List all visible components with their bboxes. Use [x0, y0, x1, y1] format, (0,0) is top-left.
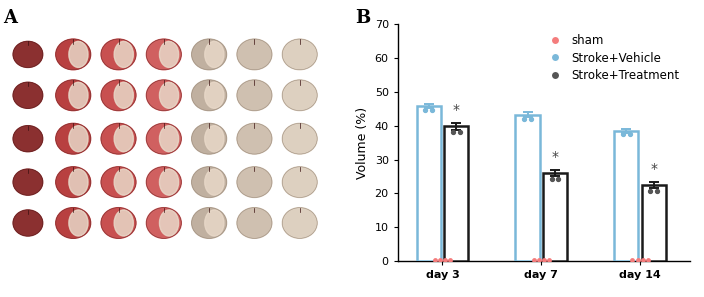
Ellipse shape	[56, 167, 91, 198]
Ellipse shape	[13, 41, 43, 67]
Ellipse shape	[146, 208, 181, 238]
Ellipse shape	[160, 210, 179, 236]
Ellipse shape	[146, 80, 181, 110]
Ellipse shape	[69, 82, 88, 108]
Ellipse shape	[13, 126, 43, 152]
Ellipse shape	[114, 82, 133, 108]
Ellipse shape	[191, 80, 227, 110]
Bar	[615, 131, 639, 261]
Ellipse shape	[237, 123, 272, 154]
Ellipse shape	[205, 82, 224, 108]
Ellipse shape	[13, 169, 43, 195]
Ellipse shape	[101, 208, 136, 238]
Text: 14d: 14d	[157, 241, 171, 247]
Ellipse shape	[205, 169, 224, 195]
Ellipse shape	[114, 169, 133, 195]
Ellipse shape	[282, 39, 318, 70]
Text: 7d: 7d	[250, 241, 259, 247]
Text: A: A	[4, 9, 18, 27]
Ellipse shape	[191, 167, 227, 198]
Ellipse shape	[101, 39, 136, 70]
Ellipse shape	[191, 123, 227, 154]
Text: 14d: 14d	[293, 241, 307, 247]
Ellipse shape	[282, 80, 318, 110]
Ellipse shape	[69, 210, 88, 236]
Bar	[543, 173, 567, 261]
Ellipse shape	[114, 210, 133, 236]
Ellipse shape	[114, 126, 133, 152]
Ellipse shape	[191, 39, 227, 70]
Ellipse shape	[101, 167, 136, 198]
Ellipse shape	[69, 169, 88, 195]
Ellipse shape	[237, 167, 272, 198]
Ellipse shape	[56, 123, 91, 154]
Text: *: *	[551, 150, 558, 164]
Ellipse shape	[160, 82, 179, 108]
Legend: sham, Stroke+Vehicle, Stroke+Treatment: sham, Stroke+Vehicle, Stroke+Treatment	[538, 30, 684, 86]
Ellipse shape	[282, 123, 318, 154]
Ellipse shape	[160, 41, 179, 67]
Ellipse shape	[237, 80, 272, 110]
Text: 7d: 7d	[114, 241, 123, 247]
Ellipse shape	[13, 82, 43, 108]
Ellipse shape	[237, 39, 272, 70]
Ellipse shape	[146, 167, 181, 198]
Ellipse shape	[101, 123, 136, 154]
Ellipse shape	[191, 208, 227, 238]
Ellipse shape	[13, 210, 43, 236]
Y-axis label: Volume (%): Volume (%)	[356, 107, 369, 178]
Bar	[642, 185, 666, 261]
Ellipse shape	[205, 210, 224, 236]
Text: *: *	[650, 162, 658, 176]
Bar	[515, 115, 539, 261]
Ellipse shape	[69, 41, 88, 67]
Text: Stroke+BMSCs: Stroke+BMSCs	[240, 263, 296, 271]
Ellipse shape	[56, 80, 91, 110]
Ellipse shape	[146, 39, 181, 70]
Ellipse shape	[160, 126, 179, 152]
Ellipse shape	[56, 39, 91, 70]
Ellipse shape	[160, 169, 179, 195]
Ellipse shape	[146, 123, 181, 154]
Ellipse shape	[101, 80, 136, 110]
Text: Stroke+Vehicle: Stroke+Vehicle	[93, 263, 151, 271]
Ellipse shape	[282, 167, 318, 198]
Ellipse shape	[205, 126, 224, 152]
Text: *: *	[453, 103, 460, 117]
Ellipse shape	[114, 41, 133, 67]
Ellipse shape	[69, 126, 88, 152]
Bar	[444, 126, 468, 261]
Ellipse shape	[56, 208, 91, 238]
Text: B: B	[356, 9, 371, 27]
Ellipse shape	[237, 208, 272, 238]
Text: Sham: Sham	[17, 263, 39, 271]
Text: 3d: 3d	[204, 241, 214, 247]
Ellipse shape	[205, 41, 224, 67]
Bar	[417, 106, 441, 261]
Ellipse shape	[282, 208, 318, 238]
Text: 3d: 3d	[68, 241, 78, 247]
